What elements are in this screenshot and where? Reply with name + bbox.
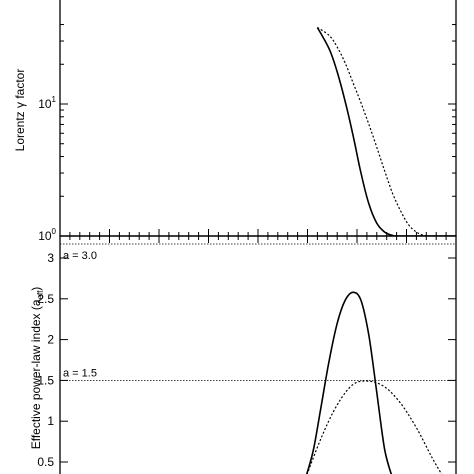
aeff-curve-dotted — [306, 380, 443, 474]
bottom-panel: 0.5 1 1.5 2 2.5 3 a = 3.0 a = 1.5 Effective po… — [29, 235, 457, 474]
y-tick-label-exponent: 0 — [52, 227, 57, 236]
bottom-y-axis-ticks — [60, 257, 456, 463]
gamma-curve-solid — [316, 27, 456, 236]
y-tick-label: 2 — [47, 333, 54, 347]
y-tick-label: 101 — [38, 95, 56, 111]
y-tick-label: 0.5 — [37, 455, 54, 469]
bottom-y-axis-tick-labels: 0.5 1 1.5 2 2.5 3 — [37, 251, 54, 469]
bottom-y-axis-label-main: Effective power-law index (a — [29, 299, 43, 449]
y-tick-label: 3 — [47, 251, 54, 265]
y-tick-label: 1.5 — [37, 373, 54, 387]
bottom-y-axis-label-end: ) — [29, 287, 43, 291]
top-y-axis-label: Lorentz γ factor — [13, 69, 27, 152]
reference-lines — [60, 243, 456, 381]
annotation-label: a = 3.0 — [63, 250, 97, 262]
y-tick-label-base: 10 — [38, 97, 52, 111]
bottom-curves — [305, 291, 443, 474]
top-x-axis-ticks — [59, 229, 457, 243]
annotation-label: a = 1.5 — [63, 367, 97, 379]
top-curves — [316, 26, 456, 236]
aeff-curve-solid — [305, 291, 393, 474]
bottom-plot-frame — [59, 235, 457, 474]
annotations: a = 3.0 a = 1.5 — [63, 250, 97, 379]
bottom-y-axis-label: Effective power-law index (aeff) — [29, 287, 45, 450]
gamma-curve-dotted — [317, 26, 456, 236]
top-y-axis-ticks — [60, 24, 456, 237]
top-plot-frame — [59, 0, 457, 237]
y-tick-label: 100 — [38, 227, 56, 243]
bottom-y-axis-label-sub: eff — [36, 290, 45, 300]
y-tick-label-base: 10 — [38, 229, 52, 243]
y-tick-label: 1 — [47, 414, 54, 428]
y-tick-label: 2.5 — [37, 292, 54, 306]
y-tick-label-exponent: 1 — [52, 95, 57, 104]
